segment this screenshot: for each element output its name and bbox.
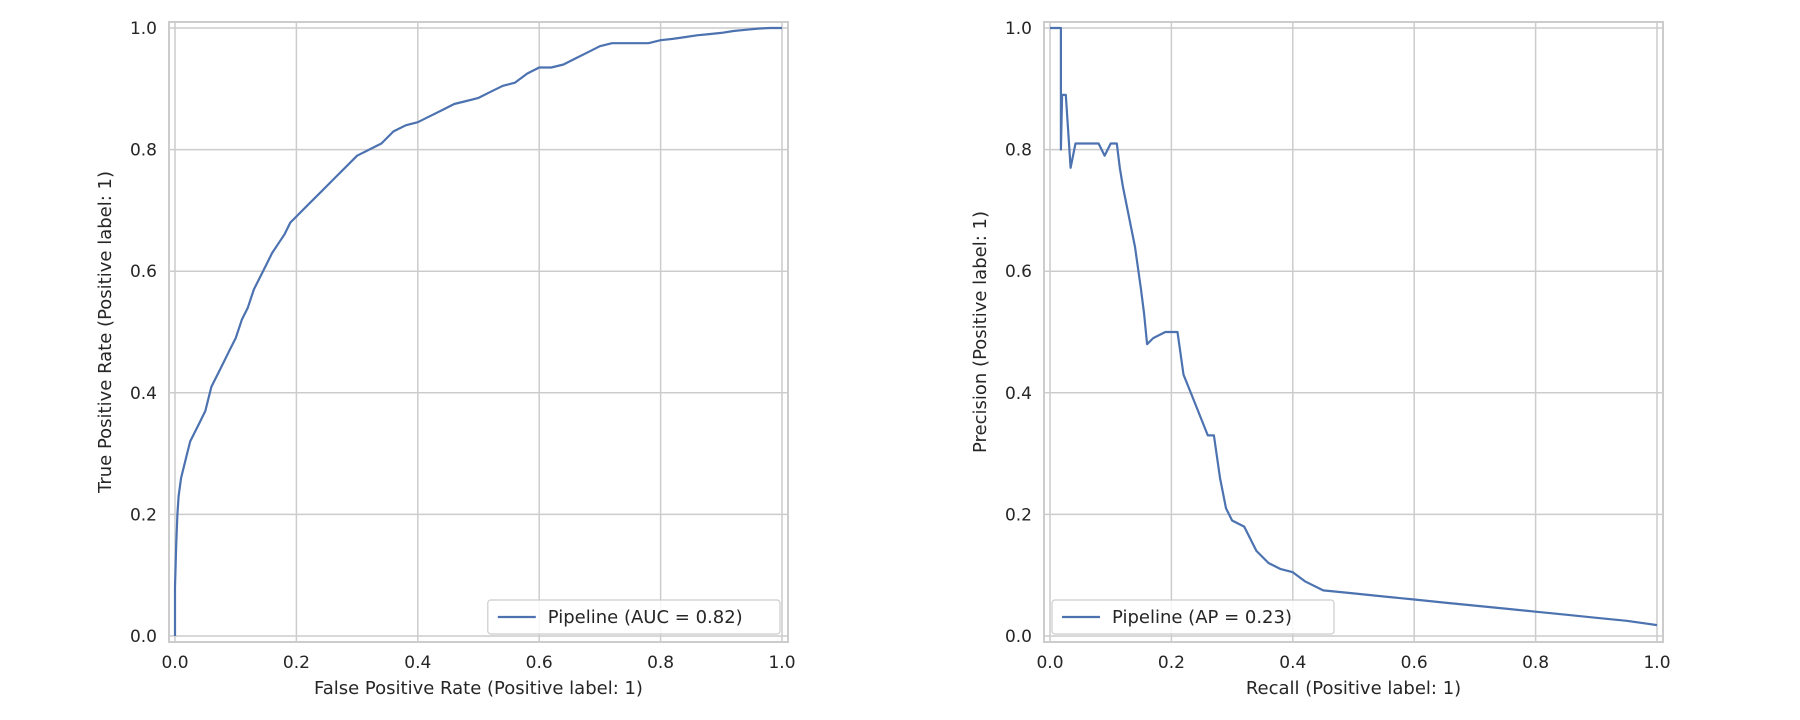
legend-box (487, 599, 781, 635)
y-tick-label: 0.2 (1005, 505, 1032, 525)
x-tick-label: 1.0 (768, 653, 795, 673)
y-tick-label: 1.0 (130, 19, 157, 39)
y-axis-label: Precision (Positive label: 1) (970, 211, 991, 453)
y-tick-label: 0.0 (1005, 627, 1032, 647)
y-tick-label: 0.2 (130, 505, 157, 525)
y-tick-label: 0.8 (1005, 141, 1032, 161)
y-tick-label: 0.4 (1005, 384, 1032, 404)
x-tick-label: 0.0 (1036, 653, 1063, 673)
roc-panel: 0.0 0.2 0.4 0.6 0.8 1.0 0.0 0.2 0.4 0.6 0.8 1.0 Fals… (95, 19, 796, 699)
legend: Pipeline (AP = 0.23) (1051, 599, 1335, 635)
x-tick-label: 0.4 (1279, 653, 1306, 673)
x-tick-label: 0.6 (526, 653, 553, 673)
x-axis-label: False Positive Rate (Positive label: 1) (314, 678, 643, 699)
y-tick-label: 0.6 (130, 262, 157, 282)
legend-label: Pipeline (AUC = 0.82) (548, 607, 743, 628)
x-tick-label: 0.6 (1401, 653, 1428, 673)
y-axis-label: True Positive Rate (Positive label: 1) (95, 171, 116, 494)
y-tick-label: 0.0 (130, 627, 157, 647)
x-tick-label: 0.0 (161, 653, 188, 673)
legend-box (1051, 599, 1335, 635)
x-tick-label: 0.8 (1522, 653, 1549, 673)
x-tick-label: 1.0 (1643, 653, 1670, 673)
y-tick-label: 0.8 (130, 141, 157, 161)
legend-label: Pipeline (AP = 0.23) (1112, 607, 1292, 628)
series-line (173, 26, 782, 636)
legend: Pipeline (AUC = 0.82) (487, 599, 781, 635)
y-tick-label: 0.4 (130, 384, 157, 404)
y-tick-label: 1.0 (1005, 19, 1032, 39)
plot-frame (1043, 21, 1664, 643)
y-tick-label: 0.6 (1005, 262, 1032, 282)
precision-recall-panel: 0.0 0.2 0.4 0.6 0.8 1.0 0.0 0.2 0.4 0.6 0.8 1.0 Reca… (970, 19, 1671, 699)
x-tick-label: 0.2 (283, 653, 310, 673)
x-tick-label: 0.4 (404, 653, 431, 673)
plot-frame (168, 21, 789, 643)
series-line (1050, 26, 1658, 627)
x-tick-label: 0.2 (1158, 653, 1185, 673)
x-tick-label: 0.8 (647, 653, 674, 673)
x-axis-label: Recall (Positive label: 1) (1246, 678, 1461, 699)
